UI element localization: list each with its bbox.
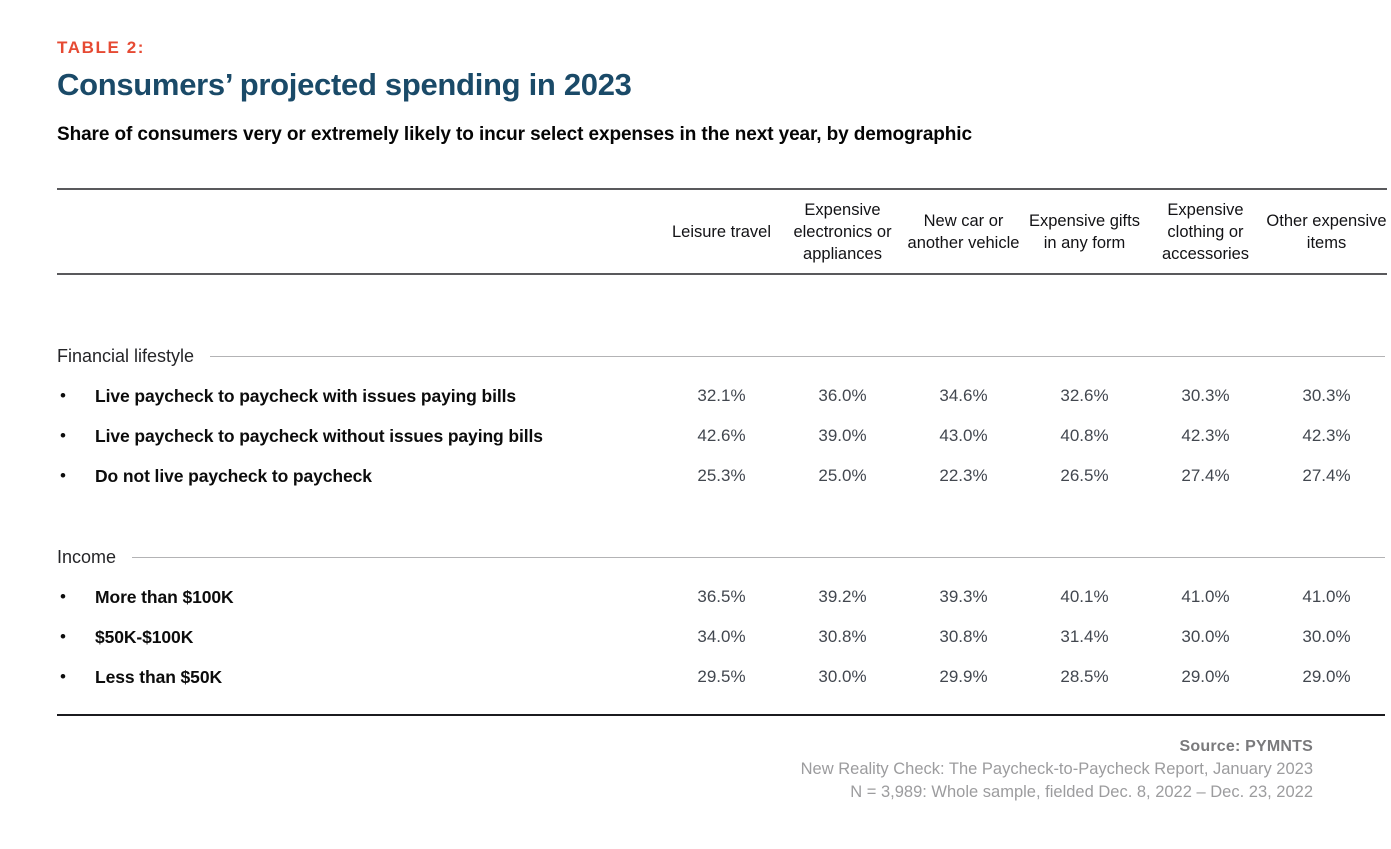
column-header-other: Other expensive items: [1266, 211, 1387, 252]
data-table: Leisure travel Expensive electronics or …: [57, 188, 1387, 716]
cell-value: 42.6%: [697, 426, 746, 445]
column-header-clothing: Expensive clothing or accessories: [1161, 200, 1250, 263]
figure-header: TABLE 2: Consumers’ projected spending i…: [57, 38, 1387, 146]
cell-value: 27.4%: [1302, 466, 1351, 485]
column-header-gifts: Expensive gifts in any form: [1029, 211, 1140, 252]
section-label: Financial lifestyle: [57, 345, 195, 366]
table-number-eyebrow: TABLE 2:: [57, 38, 146, 57]
row-label: More than $100K: [95, 586, 234, 607]
column-header-new-car: New car or another vehicle: [907, 211, 1020, 252]
column-header-leisure-travel: Leisure travel: [671, 222, 772, 241]
row-label: Do not live paycheck to paycheck: [95, 465, 372, 486]
section-divider-line: [132, 556, 1385, 558]
cell-value: 40.8%: [1060, 426, 1109, 445]
table-bottom-rule: [57, 714, 1385, 716]
cell-value: 41.0%: [1181, 587, 1230, 606]
cell-value: 25.3%: [697, 466, 746, 485]
cell-value: 30.8%: [939, 627, 988, 646]
cell-value: 30.0%: [1181, 627, 1230, 646]
cell-value: 32.6%: [1060, 386, 1109, 405]
sample-note-line: N = 3,989: Whole sample, fielded Dec. 8,…: [850, 783, 1313, 801]
cell-value: 22.3%: [939, 466, 988, 485]
cell-value: 43.0%: [939, 426, 988, 445]
cell-value: 39.3%: [939, 587, 988, 606]
figure-footer: Source: PYMNTS New Reality Check: The Pa…: [57, 735, 1387, 804]
cell-value: 29.5%: [697, 667, 746, 686]
cell-value: 30.8%: [818, 627, 867, 646]
cell-value: 28.5%: [1060, 667, 1109, 686]
bullet-icon: •: [60, 627, 66, 646]
source-line: Source: PYMNTS: [1179, 738, 1313, 755]
page-title: Consumers’ projected spending in 2023: [57, 67, 632, 102]
section-financial-lifestyle-header: Financial lifestyle: [57, 336, 1387, 376]
page-subtitle: Share of consumers very or extremely lik…: [57, 124, 972, 145]
section-income-header: Income: [57, 537, 1387, 577]
cell-value: 39.0%: [818, 426, 867, 445]
table-row: • Do not live paycheck to paycheck 25.3%…: [57, 456, 1387, 496]
cell-value: 42.3%: [1181, 426, 1230, 445]
table-row: • Live paycheck to paycheck without issu…: [57, 416, 1387, 456]
column-header-electronics: Expensive electronics or appliances: [793, 200, 892, 263]
cell-value: 29.0%: [1302, 667, 1351, 686]
cell-value: 30.3%: [1302, 386, 1351, 405]
cell-value: 42.3%: [1302, 426, 1351, 445]
row-label: Live paycheck to paycheck without issues…: [95, 425, 543, 446]
bullet-icon: •: [60, 667, 66, 686]
bullet-icon: •: [60, 587, 66, 606]
cell-value: 29.9%: [939, 667, 988, 686]
row-label: Less than $50K: [95, 666, 222, 687]
bullet-icon: •: [60, 386, 66, 405]
cell-value: 34.0%: [697, 627, 746, 646]
cell-value: 40.1%: [1060, 587, 1109, 606]
cell-value: 36.5%: [697, 587, 746, 606]
cell-value: 41.0%: [1302, 587, 1351, 606]
row-label: $50K-$100K: [95, 626, 194, 647]
cell-value: 32.1%: [697, 386, 746, 405]
cell-value: 25.0%: [818, 466, 867, 485]
cell-value: 29.0%: [1181, 667, 1230, 686]
cell-value: 27.4%: [1181, 466, 1230, 485]
bullet-icon: •: [60, 466, 66, 485]
section-divider-line: [210, 355, 1385, 357]
section-label: Income: [57, 546, 117, 567]
table-row: • $50K-$100K 34.0% 30.8% 30.8% 31.4% 30.…: [57, 617, 1387, 657]
cell-value: 36.0%: [818, 386, 867, 405]
cell-value: 34.6%: [939, 386, 988, 405]
cell-value: 30.0%: [818, 667, 867, 686]
cell-value: 31.4%: [1060, 627, 1109, 646]
bullet-icon: •: [60, 426, 66, 445]
row-label: Live paycheck to paycheck with issues pa…: [95, 385, 516, 406]
cell-value: 30.3%: [1181, 386, 1230, 405]
report-title-line: New Reality Check: The Paycheck-to-Paych…: [800, 760, 1313, 778]
table-row: • Less than $50K 29.5% 30.0% 29.9% 28.5%…: [57, 657, 1387, 697]
cell-value: 26.5%: [1060, 466, 1109, 485]
table-row: • More than $100K 36.5% 39.2% 39.3% 40.1…: [57, 577, 1387, 617]
cell-value: 39.2%: [818, 587, 867, 606]
table-header-row: Leisure travel Expensive electronics or …: [57, 188, 1387, 275]
cell-value: 30.0%: [1302, 627, 1351, 646]
table-row: • Live paycheck to paycheck with issues …: [57, 376, 1387, 416]
